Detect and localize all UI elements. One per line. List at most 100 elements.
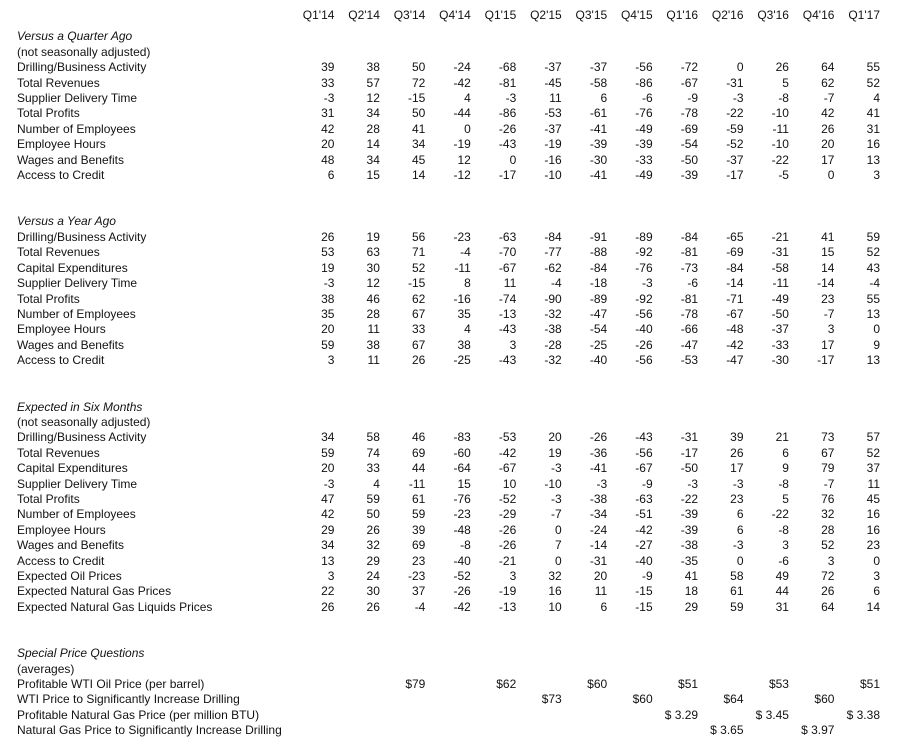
cell-value: 14 <box>866 599 880 614</box>
cell-value: -15 <box>635 584 653 599</box>
cell-value: -8 <box>460 538 471 553</box>
cell-value: 10 <box>502 476 517 491</box>
cell-value: -3 <box>551 461 562 476</box>
column-header-q415: Q4'15 <box>620 8 653 22</box>
cell-value: -14 <box>589 538 608 553</box>
cell-value: -25 <box>589 337 608 352</box>
table-row: Capital Expenditures 19 30 52 -11 -67 -62 -84 -7… <box>17 261 880 276</box>
cell-value: -42 <box>453 599 471 614</box>
cell-value: 59 <box>412 507 426 522</box>
cell-value: 33 <box>366 461 380 476</box>
cell-value: -32 <box>544 353 562 368</box>
section-title-versus-a-year-ago: Versus a Year Ago <box>17 214 116 229</box>
cell-value: -33 <box>771 337 789 352</box>
cell-value: 59 <box>366 491 380 506</box>
cell-value: 67 <box>412 306 426 321</box>
cell-value: -32 <box>544 306 562 321</box>
cell-value: 41 <box>412 121 426 136</box>
section-gap <box>17 615 880 646</box>
cell-value: -48 <box>453 522 471 537</box>
cell-value: 0 <box>827 168 835 183</box>
cell-value: -56 <box>635 353 653 368</box>
cell-value <box>471 708 516 723</box>
cell-value: -7 <box>823 306 835 321</box>
cell-value: 11 <box>367 353 380 368</box>
section-row-expected-in-six-months: Expected in Six Months <box>17 400 880 415</box>
row-label: Supplier Delivery Time <box>17 91 138 106</box>
header-corner-cell <box>17 8 289 23</box>
table-row: Access to Credit 13 29 23 -40 -21 0 -31 -40 -35 0 -… <box>17 554 880 569</box>
cell-value: -21 <box>498 553 517 568</box>
table-row: Total Revenues 33 57 72 -42 -81 -45 -58 -86 -67 -3… <box>17 76 880 91</box>
cell-value: -67 <box>498 461 517 476</box>
cell-value: -10 <box>544 476 562 491</box>
cell-value: -31 <box>726 75 744 90</box>
cell-value: 34 <box>412 137 426 152</box>
cell-value: 49 <box>775 569 789 583</box>
cell-value <box>289 708 334 723</box>
cell-value: -26 <box>498 121 517 136</box>
cell-value <box>334 677 379 692</box>
cell-value: -3 <box>732 476 744 491</box>
cell-value: 3 <box>509 337 517 352</box>
cell-value: 26 <box>821 121 835 136</box>
cell-value <box>744 723 789 738</box>
cell-value: -14 <box>817 276 835 291</box>
cell-value: -23 <box>453 507 471 522</box>
cell-value: 34 <box>366 152 380 167</box>
cell-value: 14 <box>821 260 835 275</box>
cell-value: -50 <box>680 461 699 476</box>
cell-value: -35 <box>680 553 699 568</box>
cell-value: $ 3.97 <box>801 723 835 738</box>
cell-value: -41 <box>589 121 608 136</box>
cell-value: -30 <box>589 152 608 167</box>
cell-value: -44 <box>453 106 471 121</box>
cell-value: -86 <box>635 75 653 90</box>
cell-value: -53 <box>498 430 517 445</box>
cell-value: 3 <box>327 353 335 368</box>
cell-value: $60 <box>814 692 835 707</box>
section-row-versus-a-quarter-ago: Versus a Quarter Ago <box>17 29 880 44</box>
table-row: Number of Employees 42 50 59 -23 -29 -7 -34 -51 -… <box>17 507 880 522</box>
cell-value: 50 <box>412 106 426 121</box>
cell-value: -53 <box>680 353 699 368</box>
cell-value: -78 <box>680 306 699 321</box>
cell-value: -15 <box>408 91 426 106</box>
cell-value: 23 <box>866 538 880 553</box>
cell-value: 47 <box>321 491 335 506</box>
cell-value: -83 <box>453 430 471 445</box>
cell-value <box>653 723 698 738</box>
cell-value: -11 <box>408 476 426 491</box>
cell-value: -43 <box>498 137 517 152</box>
cell-value: 20 <box>593 569 608 583</box>
cell-value: -22 <box>771 152 789 167</box>
cell-value: 3 <box>873 569 880 583</box>
cell-value: 34 <box>366 106 380 121</box>
cell-value: -47 <box>589 306 608 321</box>
cell-value: 26 <box>821 584 835 599</box>
column-header-q214: Q2'14 <box>348 8 380 22</box>
column-header-q216: Q2'16 <box>711 8 744 22</box>
cell-value: -54 <box>680 137 699 152</box>
table-row: Wages and Benefits 48 34 45 12 0 -16 -30 -33 -50 -… <box>17 153 880 168</box>
cell-value <box>380 692 425 707</box>
table-row: Wages and Benefits 34 32 69 -8 -26 7 -14 -27 -38 -… <box>17 538 880 553</box>
cell-value: 43 <box>866 260 880 275</box>
cell-value: -38 <box>589 491 608 506</box>
cell-value: 13 <box>866 353 880 368</box>
cell-value: 52 <box>821 538 835 553</box>
cell-value: -41 <box>589 461 608 476</box>
cell-value: -3 <box>732 91 744 106</box>
cell-value: -37 <box>544 60 562 75</box>
cell-value: 50 <box>412 60 426 75</box>
cell-value <box>653 692 698 707</box>
cell-value: 59 <box>321 445 335 460</box>
cell-value: -68 <box>498 60 517 75</box>
cell-value: -64 <box>453 461 471 476</box>
cell-value: 63 <box>366 245 380 260</box>
cell-value <box>562 692 607 707</box>
cell-value: 28 <box>821 522 835 537</box>
cell-value: -67 <box>498 260 517 275</box>
table-row: Supplier Delivery Time -3 12 -15 4 -3 11 6 -6 -9 -… <box>17 91 880 106</box>
cell-value: -19 <box>544 137 562 152</box>
